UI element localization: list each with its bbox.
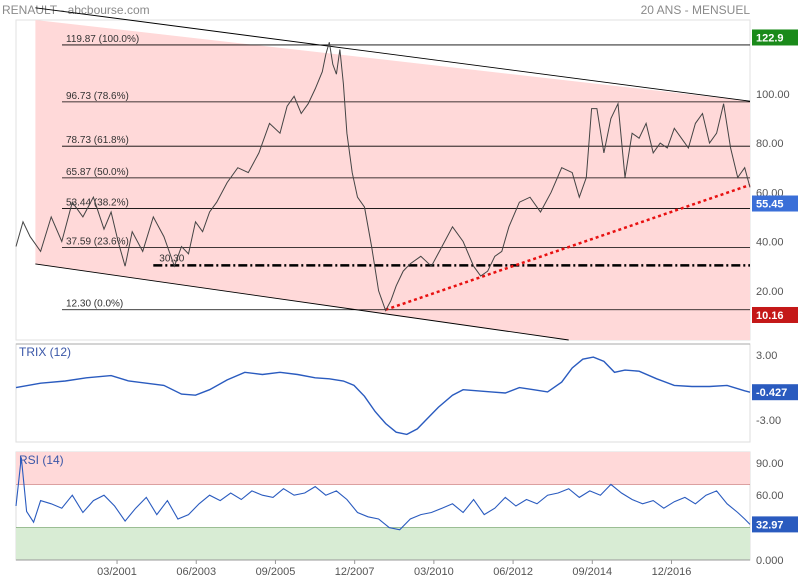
channel-fill	[35, 20, 750, 340]
price-series-line	[15, 42, 751, 312]
x-tick-label: 12/2016	[652, 566, 692, 578]
channel-lower-line	[35, 263, 569, 341]
rsi-panel: RSI (14) 90.00 60.00 0.000 32.97	[15, 451, 798, 567]
fib-level-label: 119.87 (100.0%)	[66, 34, 139, 45]
price-badge: 55.45	[756, 199, 784, 211]
price-y-tick: 80.00	[756, 138, 784, 150]
rsi-y-tick: 90.00	[756, 458, 784, 470]
x-tick-label: 03/2001	[97, 566, 137, 578]
price-badge: 122.9	[756, 32, 784, 44]
fib-level-label: 65.87 (50.0%)	[66, 167, 129, 178]
header-period: 20 ANS - MENSUEL	[641, 3, 751, 17]
fib-level-label: 12.30 (0.0%)	[66, 299, 123, 310]
trix-title: TRIX (12)	[19, 345, 71, 359]
channel-upper-line	[35, 7, 751, 102]
x-axis: 03/2001 06/2003 09/2005 12/2007 03/2010 06/20…	[16, 559, 750, 578]
rsi-y-tick: 60.00	[756, 490, 784, 502]
rsi-badge: 32.97	[756, 519, 784, 531]
x-tick-label: 06/2012	[493, 566, 533, 578]
trix-y-tick: -3.00	[756, 415, 781, 427]
price-badge-bg	[752, 195, 798, 212]
rsi-title: RSI (14)	[19, 453, 64, 467]
price-y-tick: 20.00	[756, 286, 784, 298]
fib-level-label: 37.59 (23.6%)	[66, 236, 129, 247]
rsi-oversold-zone	[16, 527, 750, 560]
trix-plot-area	[15, 343, 751, 443]
price-y-tick: 100.00	[756, 89, 790, 101]
price-badge-bg	[752, 306, 798, 323]
trix-panel: TRIX (12) 3.00 -3.00 -0.427	[15, 343, 798, 443]
x-tick-label: 12/2007	[335, 566, 375, 578]
fib-level-label: 78.73 (61.8%)	[66, 135, 129, 146]
fib-level-label: 53.44 (38.2%)	[66, 197, 129, 208]
rsi-y-tick: 0.000	[756, 555, 784, 567]
rsi-badge-bg	[752, 516, 798, 533]
rsi-series-line	[15, 457, 751, 531]
header-title: RENAULT - abcbourse.com	[2, 3, 150, 17]
price-badge: 10.16	[756, 310, 784, 322]
x-tick-label: 09/2005	[256, 566, 296, 578]
price-y-tick: 40.00	[756, 237, 784, 249]
trix-series-line	[15, 356, 751, 436]
fib-level-label: 96.73 (78.6%)	[66, 91, 129, 102]
price-badge-bg	[752, 29, 798, 46]
x-tick-label: 03/2010	[414, 566, 454, 578]
trix-badge: -0.427	[756, 387, 787, 399]
trix-y-tick: 3.00	[756, 350, 777, 362]
x-tick-label: 09/2014	[572, 566, 612, 578]
x-tick-label: 06/2003	[176, 566, 216, 578]
trend-line	[385, 183, 751, 311]
rsi-overbought-zone	[16, 452, 750, 485]
trix-badge-bg	[752, 384, 798, 401]
